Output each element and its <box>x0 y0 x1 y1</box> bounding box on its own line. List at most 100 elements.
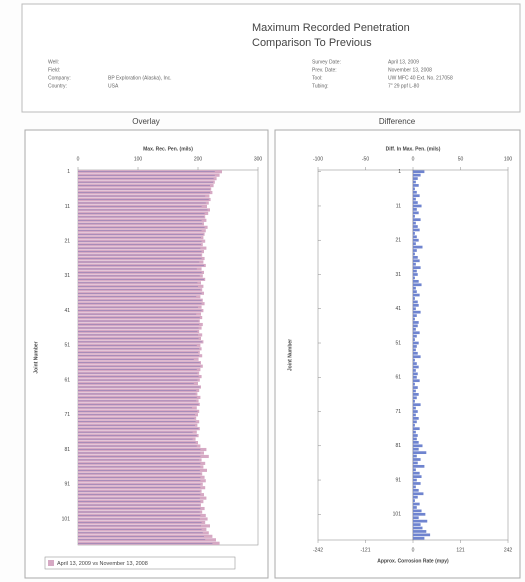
bar <box>413 221 416 225</box>
bar <box>413 351 418 355</box>
axis-title: Max. Rec. Pen. (mils) <box>143 146 193 152</box>
field-label: Company: <box>48 75 71 81</box>
field-value: 7" 29 ppf L-80 <box>388 83 419 89</box>
bar <box>413 269 417 273</box>
field-label: Country: <box>48 83 67 89</box>
bar <box>413 410 418 413</box>
bar <box>413 283 422 287</box>
bar <box>413 454 417 458</box>
bar <box>413 228 420 232</box>
y-tick-label: 61 <box>395 375 401 381</box>
bar <box>413 201 418 204</box>
bar <box>413 369 416 372</box>
bar <box>413 249 417 252</box>
bar <box>413 471 420 475</box>
bar <box>413 259 420 263</box>
bar <box>413 386 418 389</box>
bar <box>413 173 421 177</box>
bar <box>413 208 417 211</box>
bar <box>413 279 419 283</box>
bar <box>413 526 423 530</box>
field-value: UW MFC 40 Ext. No. 217058 <box>388 75 453 81</box>
bar <box>413 427 420 431</box>
bar <box>413 276 415 280</box>
x-tick-label: 50 <box>458 156 464 162</box>
bar <box>413 184 419 187</box>
bar <box>413 512 426 516</box>
bar <box>413 420 417 424</box>
field-value: USA <box>108 83 119 89</box>
bar <box>413 485 416 489</box>
y-tick-label: 91 <box>395 477 401 483</box>
panel-title: Overlay <box>132 117 160 126</box>
bar <box>413 499 415 502</box>
bar <box>413 297 415 300</box>
bar <box>413 242 416 246</box>
x2-tick-label: 121 <box>456 547 465 553</box>
y-tick-label: 1 <box>398 169 401 175</box>
bar <box>413 492 424 496</box>
field-label: Survey Date: <box>312 59 341 65</box>
bar <box>413 177 418 180</box>
bar <box>413 334 417 338</box>
bar <box>413 533 431 537</box>
bar <box>413 413 416 417</box>
y-tick-label: 91 <box>64 482 70 488</box>
bar <box>413 447 419 451</box>
y-tick-label: 71 <box>64 412 70 418</box>
bar <box>413 375 417 379</box>
bar <box>413 468 416 472</box>
bar <box>413 382 415 386</box>
overlay-panel <box>24 129 269 579</box>
field-label: Tubing: <box>312 83 329 89</box>
bar <box>413 170 425 174</box>
x-tick-label: 200 <box>194 156 203 162</box>
bar <box>413 488 419 492</box>
bar <box>413 403 421 407</box>
bar <box>413 190 417 194</box>
bar <box>413 187 415 191</box>
bar <box>413 307 416 311</box>
y-tick-label: 11 <box>65 204 70 210</box>
x2-tick-label: 242 <box>504 547 513 553</box>
bar <box>413 372 418 376</box>
bar <box>413 238 419 242</box>
x-tick-label: 300 <box>254 156 263 162</box>
legend-swatch <box>48 560 54 566</box>
bar <box>413 464 425 468</box>
bar <box>413 502 420 506</box>
bar <box>413 362 417 365</box>
y-tick-label: 11 <box>396 203 401 209</box>
y-tick-label: 101 <box>62 516 71 522</box>
bar <box>413 310 421 314</box>
bar <box>413 482 421 485</box>
y-tick-label: 101 <box>393 512 402 518</box>
bar <box>413 516 419 520</box>
x-tick-label: 0 <box>77 156 80 162</box>
y-tick-label: 81 <box>395 443 401 449</box>
bar <box>413 273 418 276</box>
bar <box>413 393 419 396</box>
bar <box>413 536 425 540</box>
x-tick-label: 100 <box>134 156 143 162</box>
bar <box>413 303 419 307</box>
x-tick-label: -100 <box>313 156 323 162</box>
bar <box>413 214 415 218</box>
bar <box>413 365 419 369</box>
x2-tick-label: -121 <box>360 547 370 553</box>
y-tick-label: 51 <box>395 340 401 346</box>
panel-title: Difference <box>379 117 416 126</box>
y-axis-title: Joint Number <box>287 339 293 371</box>
bar <box>413 327 416 331</box>
bar <box>413 197 416 201</box>
y-tick-label: 61 <box>64 377 70 383</box>
bar <box>413 440 419 444</box>
bar <box>413 341 419 345</box>
bar <box>413 389 416 393</box>
bar <box>413 324 418 328</box>
field-label: Prev. Date: <box>312 67 337 73</box>
bar <box>413 461 418 465</box>
bar <box>413 331 420 335</box>
y-tick-label: 51 <box>64 343 70 349</box>
bar <box>413 338 415 341</box>
